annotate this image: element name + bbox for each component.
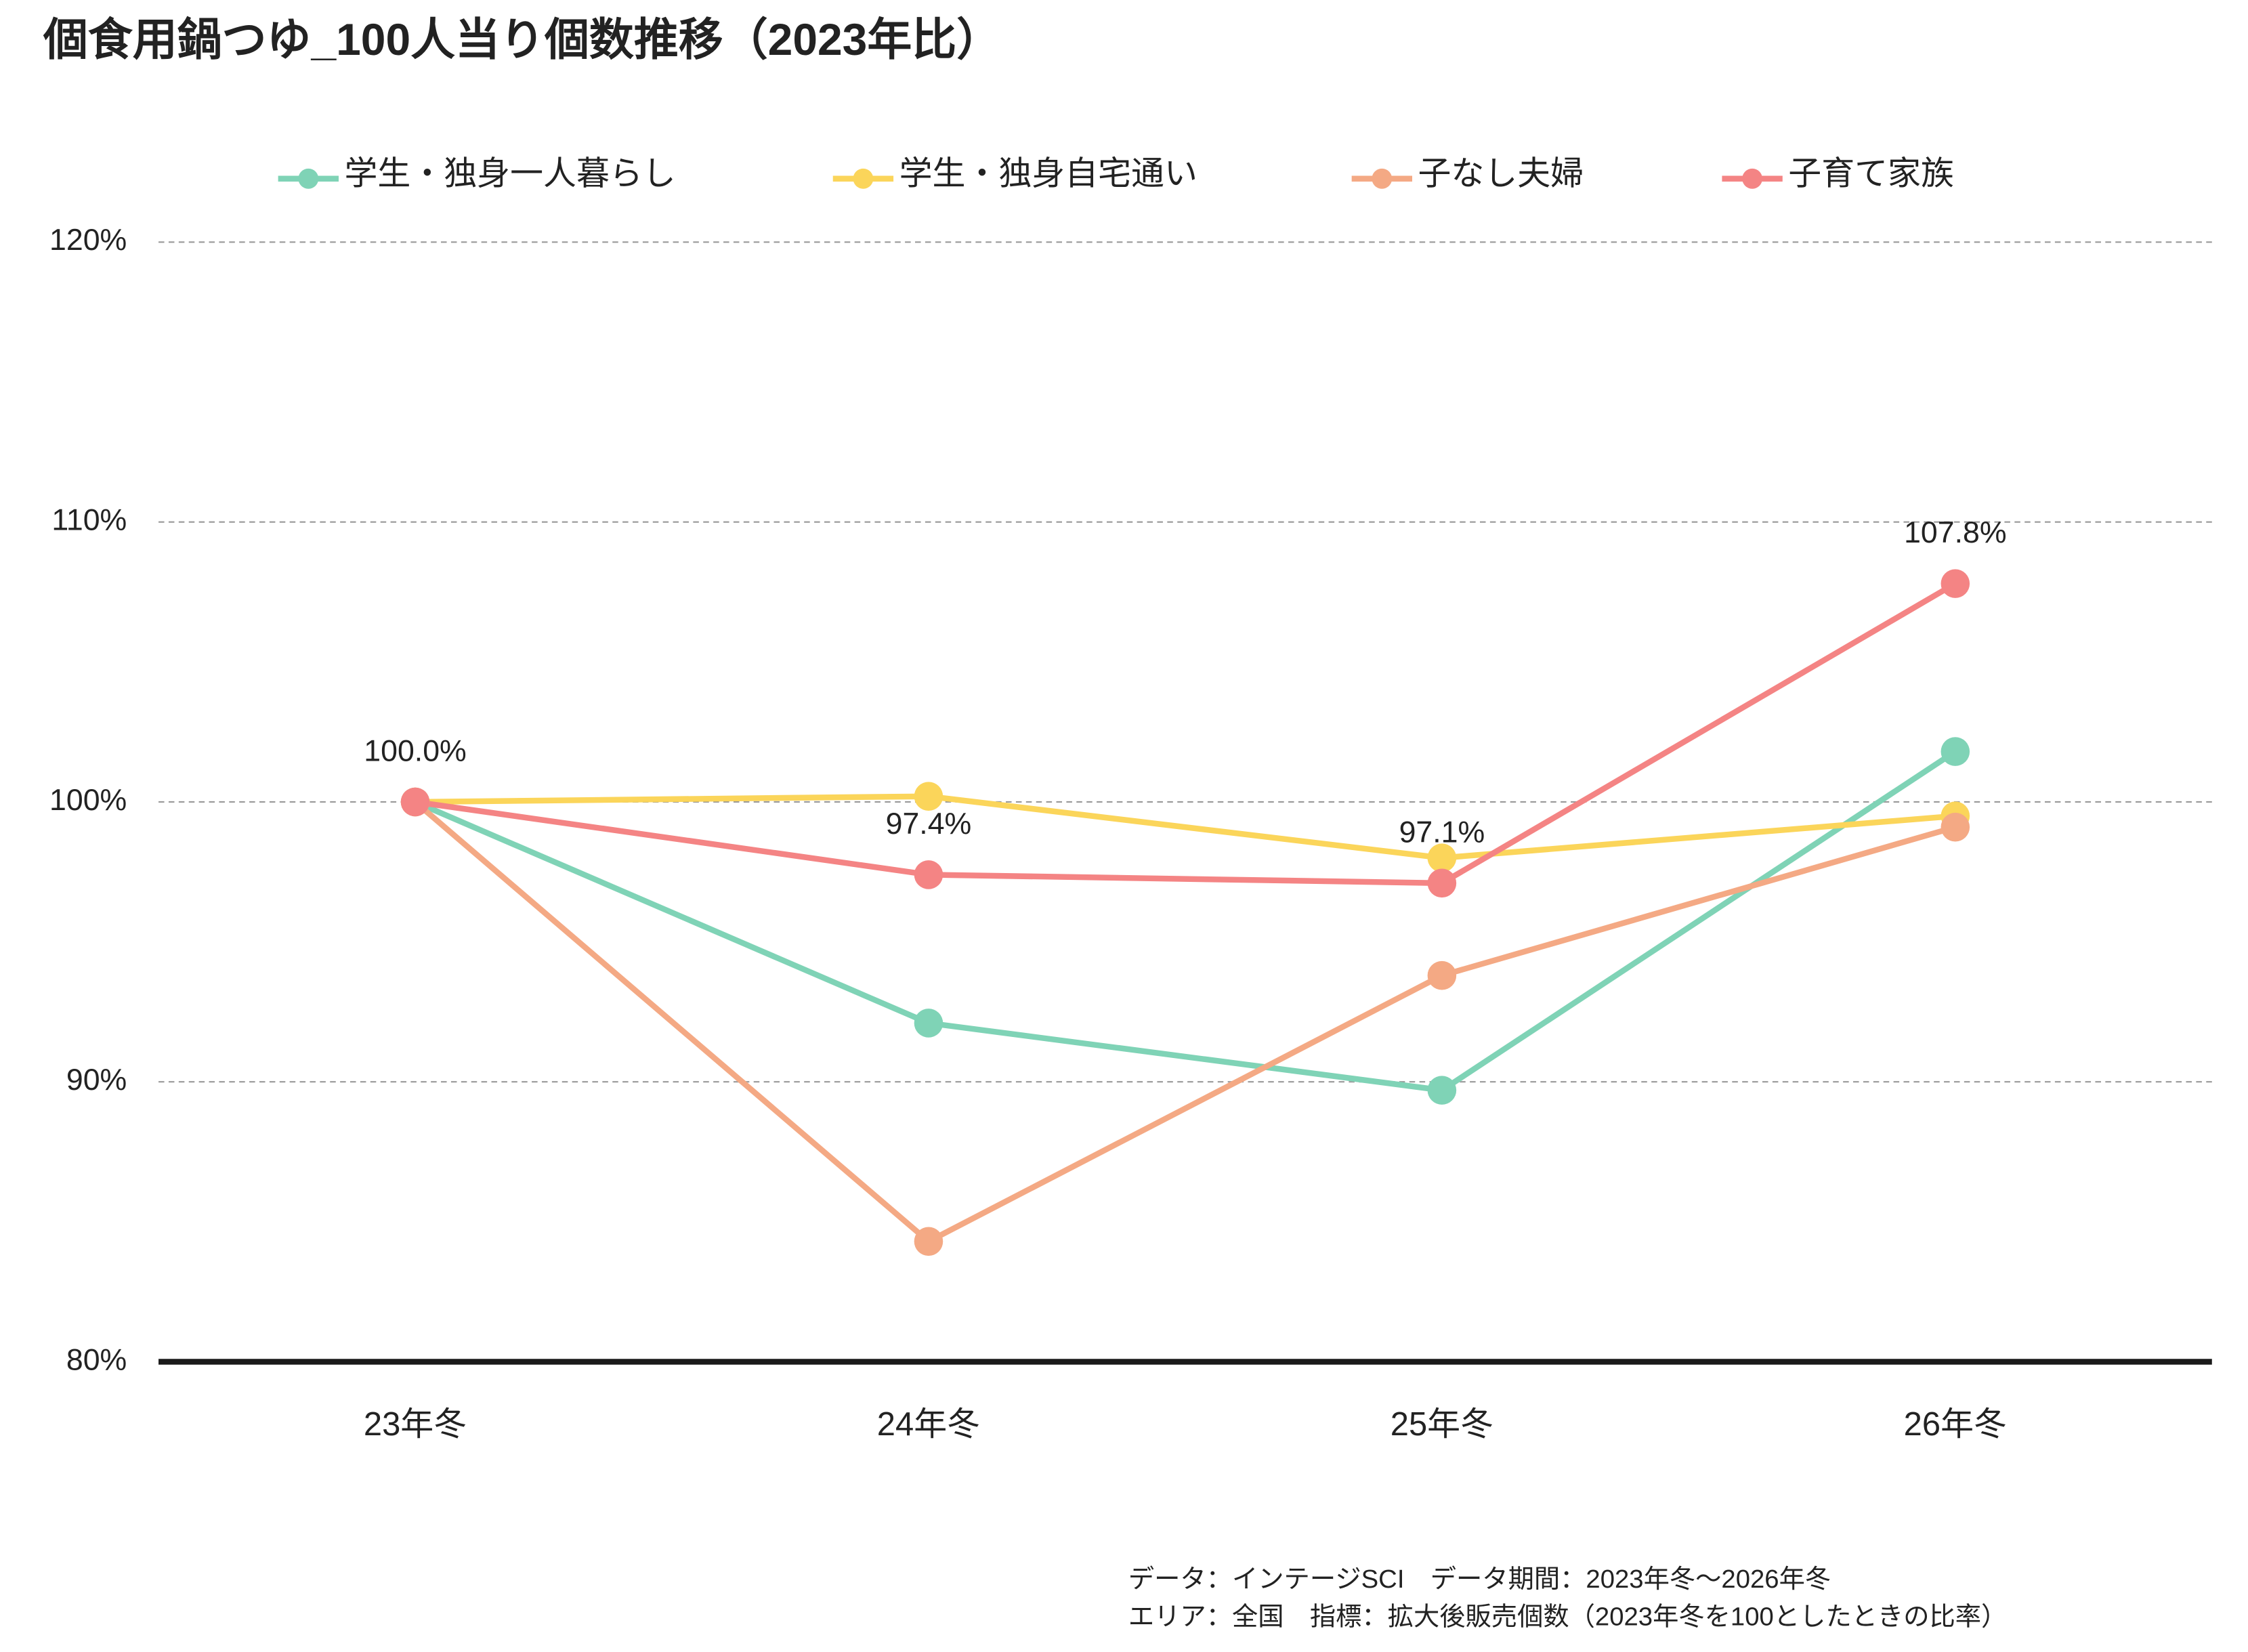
data-point bbox=[914, 1009, 943, 1038]
series-line bbox=[414, 749, 1957, 1093]
x-tick-label: 26年冬 bbox=[1904, 1406, 2007, 1443]
data-point bbox=[914, 860, 943, 889]
chart-title: 個食用鍋つゆ_100人当り個数推移（2023年比） bbox=[43, 14, 1001, 64]
x-tick-label: 24年冬 bbox=[877, 1406, 980, 1443]
data-label: 107.8% bbox=[1904, 516, 2006, 549]
data-point bbox=[1941, 737, 1970, 766]
data-point bbox=[1941, 812, 1970, 842]
legend-label: 学生・独身一人暮らし bbox=[345, 155, 676, 192]
series-line bbox=[413, 799, 1956, 1245]
data-label: 97.4% bbox=[886, 807, 972, 841]
data-point bbox=[1427, 868, 1457, 898]
data-point bbox=[1941, 569, 1970, 598]
data-point bbox=[1427, 1076, 1457, 1105]
data-point bbox=[914, 782, 943, 811]
data-point bbox=[1427, 960, 1457, 990]
y-tick-label: 90% bbox=[66, 1063, 127, 1097]
y-tick-label: 120% bbox=[49, 224, 127, 257]
data-label: 100.0% bbox=[364, 734, 466, 767]
x-tick-label: 23年冬 bbox=[364, 1406, 467, 1443]
y-tick-label: 110% bbox=[51, 503, 127, 536]
legend-marker bbox=[853, 168, 874, 189]
legend-label: 子なし夫婦 bbox=[1418, 155, 1584, 192]
legend-marker bbox=[298, 168, 319, 189]
footnote: エリア：全国 指標：拡大後販売個数（2023年冬を100としたときの比率） bbox=[1128, 1602, 2007, 1631]
x-tick-label: 25年冬 bbox=[1391, 1406, 1493, 1443]
y-tick-label: 80% bbox=[66, 1343, 127, 1376]
footnote: データ：インテージSCI データ期間：2023年冬～2026年冬 bbox=[1128, 1565, 1831, 1594]
legend-marker bbox=[1742, 168, 1762, 189]
y-tick-label: 100% bbox=[49, 784, 127, 817]
series-line bbox=[415, 793, 1956, 861]
series-line bbox=[415, 580, 1957, 887]
legend-marker bbox=[1372, 168, 1393, 189]
data-point bbox=[400, 787, 430, 817]
data-label: 97.1% bbox=[1399, 816, 1485, 849]
data-point bbox=[914, 1227, 943, 1256]
legend-label: 学生・独身自宅通い bbox=[899, 155, 1197, 192]
legend-label: 子育て家族 bbox=[1788, 155, 1954, 192]
data-point bbox=[1427, 843, 1457, 872]
